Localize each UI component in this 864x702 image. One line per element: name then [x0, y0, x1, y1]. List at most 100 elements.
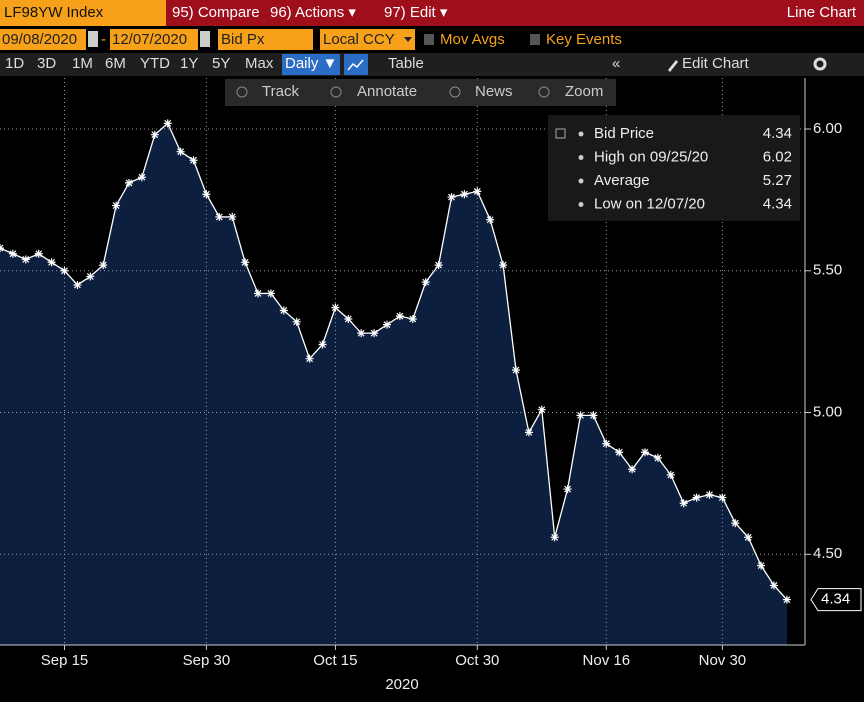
y-tick-label: 5.00 — [813, 403, 842, 420]
data-point — [266, 289, 275, 298]
data-point — [241, 258, 250, 267]
checkbox-label[interactable]: Key Events — [546, 31, 622, 48]
legend-toggle[interactable] — [555, 128, 566, 139]
x-tick-label: Sep 15 — [41, 652, 89, 669]
legend-value: 6.02 — [763, 148, 792, 165]
menu-item[interactable]: 97) Edit ▾ — [384, 4, 448, 21]
checkbox-label[interactable]: Mov Avgs — [440, 31, 505, 48]
data-point — [331, 303, 340, 312]
x-tick-label: Oct 15 — [313, 652, 357, 669]
period-button[interactable]: 1M — [72, 55, 93, 72]
data-point — [602, 439, 611, 448]
field[interactable]: Bid Px — [221, 31, 265, 48]
period-button[interactable]: 1D — [5, 55, 24, 72]
start-date[interactable]: 09/08/2020 — [2, 31, 77, 48]
currency[interactable]: Local CCY — [323, 31, 395, 48]
data-point — [473, 187, 482, 196]
tool-button[interactable]: Annotate — [357, 83, 417, 100]
menu-item[interactable]: 96) Actions ▾ — [270, 4, 356, 21]
data-point — [447, 193, 456, 202]
calendar-icon[interactable] — [88, 31, 98, 47]
checkbox[interactable] — [424, 34, 434, 45]
data-point — [125, 178, 133, 187]
tool-icon — [538, 86, 550, 98]
legend-value: 4.34 — [763, 195, 792, 212]
tool-icon — [330, 86, 342, 98]
field-selector[interactable] — [218, 29, 313, 50]
menu-bar — [166, 0, 864, 26]
period-button[interactable]: 1Y — [180, 55, 198, 72]
data-point — [228, 212, 237, 221]
calendar-icon[interactable] — [200, 31, 210, 47]
tools-bar — [225, 79, 616, 106]
end-date-field[interactable] — [110, 29, 198, 50]
edit-chart[interactable]: Edit Chart — [682, 55, 750, 72]
settings-icon[interactable] — [813, 57, 827, 71]
frequency[interactable]: Daily ▼ — [285, 55, 337, 72]
table-button[interactable]: Table — [388, 55, 424, 72]
data-point — [499, 261, 508, 270]
legend-icon — [578, 131, 584, 137]
data-point — [679, 499, 688, 508]
x-tick-label: Nov 16 — [583, 652, 631, 669]
checkbox[interactable] — [530, 34, 540, 45]
data-point — [150, 130, 159, 139]
legend-label: Average — [594, 172, 650, 189]
pencil-icon — [668, 60, 678, 72]
last-price-label: 4.34 — [821, 591, 850, 608]
chart-type-button[interactable] — [344, 54, 368, 75]
price-line — [0, 122, 788, 601]
security[interactable]: LF98YW Index — [4, 4, 104, 21]
legend-label: Bid Price — [594, 125, 654, 142]
data-point — [292, 317, 301, 326]
start-date-field[interactable] — [0, 29, 86, 50]
tool-icon — [449, 86, 461, 98]
collapse-button[interactable]: « — [612, 55, 620, 72]
data-point — [137, 173, 146, 182]
view-name: Line Chart — [787, 4, 857, 21]
tool-button[interactable]: News — [475, 83, 513, 100]
data-point — [73, 280, 82, 289]
data-point — [344, 314, 353, 323]
data-point — [318, 340, 327, 349]
data-point — [47, 258, 56, 267]
data-point — [705, 490, 714, 499]
data-point — [563, 485, 572, 494]
currency-selector[interactable] — [320, 29, 415, 50]
data-point — [421, 278, 430, 287]
period-button[interactable]: Max — [245, 55, 274, 72]
tool-button[interactable]: Zoom — [565, 83, 603, 100]
data-point — [8, 249, 17, 258]
end-date[interactable]: 12/07/2020 — [112, 31, 187, 48]
period-button[interactable]: YTD — [140, 55, 170, 72]
data-point — [86, 272, 95, 281]
legend-label: High on 09/25/20 — [594, 148, 708, 165]
data-point — [512, 366, 520, 375]
legend-icon — [578, 178, 584, 184]
period-button[interactable]: 6M — [105, 55, 126, 72]
x-axis-label: 2020 — [385, 676, 418, 693]
security-field[interactable] — [0, 0, 166, 26]
area — [0, 123, 787, 646]
y-tick-label: 6.00 — [813, 120, 842, 137]
data-point — [357, 329, 366, 338]
frequency-button[interactable] — [282, 54, 340, 75]
legend-value: 4.34 — [763, 125, 792, 142]
legend-icon — [578, 155, 584, 160]
data-point — [524, 428, 533, 437]
data-point — [254, 289, 262, 298]
menu-item[interactable]: 95) Compare — [172, 4, 260, 21]
data-point — [408, 314, 417, 323]
data-point — [550, 533, 559, 542]
data-point — [21, 255, 30, 264]
data-point — [112, 201, 121, 210]
tool-button[interactable]: Track — [262, 83, 299, 100]
data-point — [383, 320, 391, 329]
data-point — [34, 249, 43, 258]
x-tick-label: Nov 30 — [699, 652, 747, 669]
period-button[interactable]: 3D — [37, 55, 56, 72]
period-button[interactable]: 5Y — [212, 55, 230, 72]
legend-value: 5.27 — [763, 172, 792, 189]
data-point — [434, 261, 443, 270]
line-icon — [347, 59, 364, 71]
